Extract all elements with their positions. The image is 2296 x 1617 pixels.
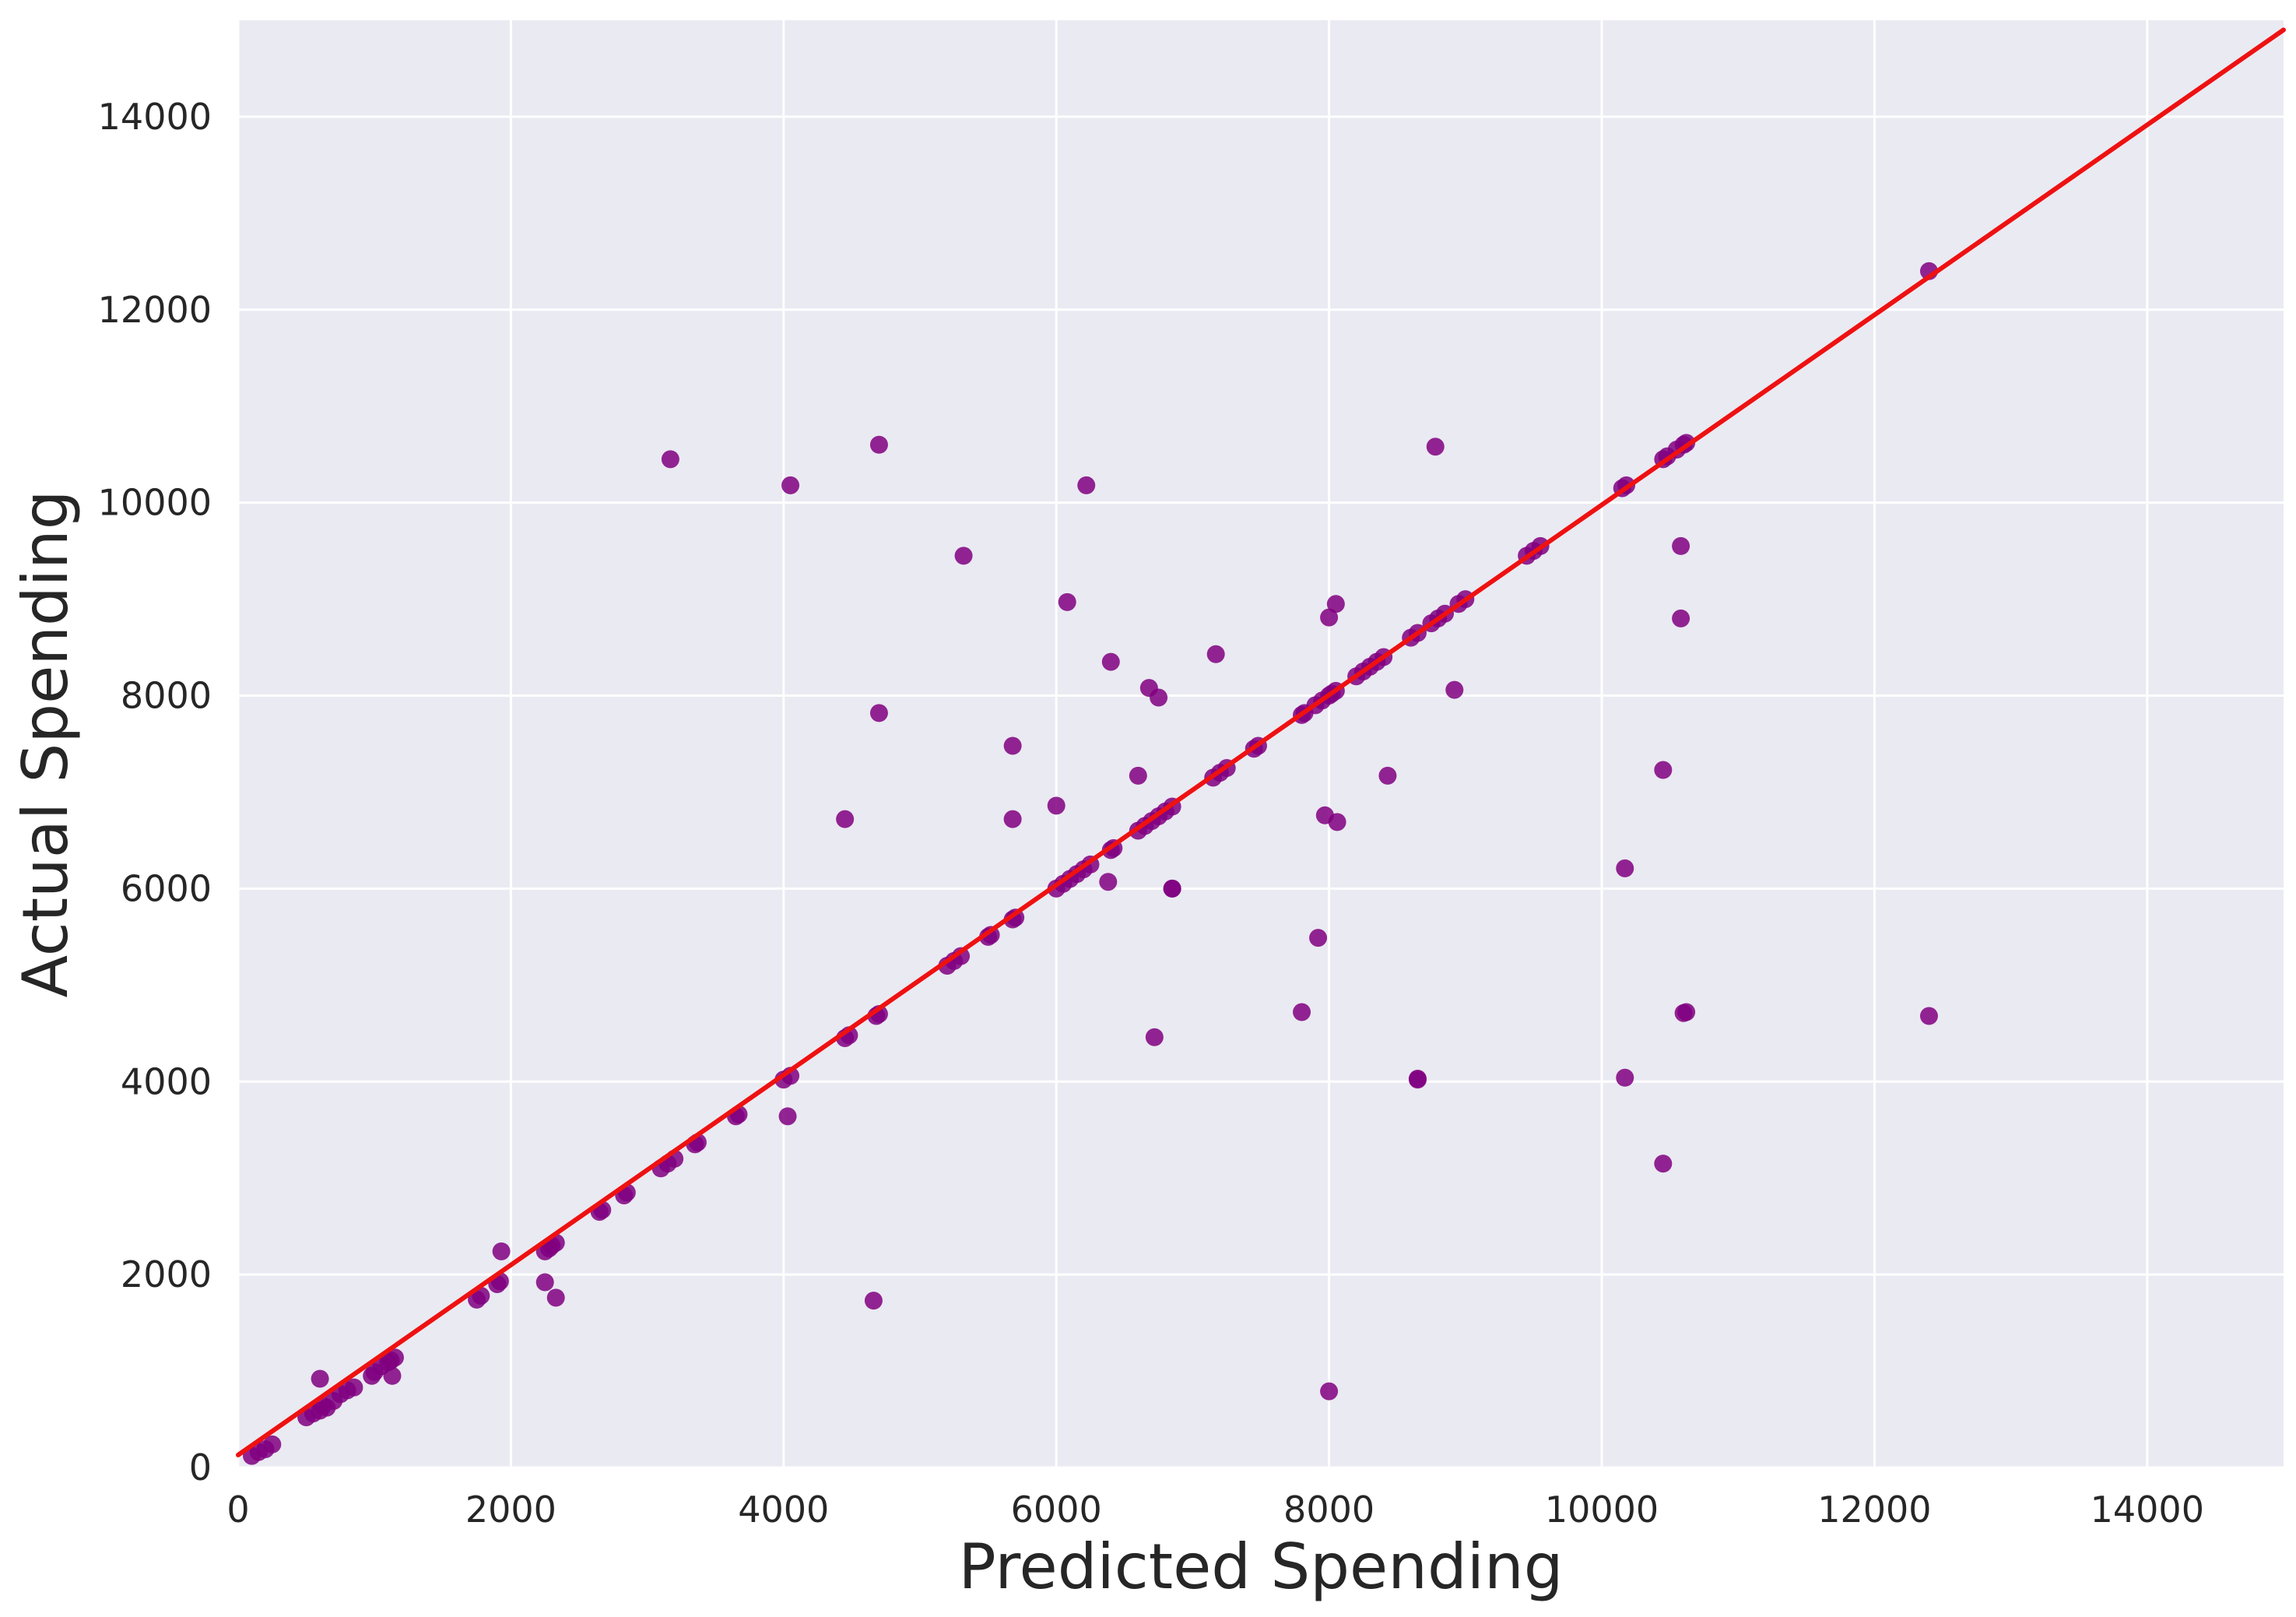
- data-point: [836, 810, 855, 828]
- x-tick-label: 0: [226, 1489, 249, 1531]
- data-point: [345, 1378, 363, 1397]
- fit-line: [236, 27, 2286, 1457]
- data-point: [1320, 608, 1339, 627]
- grid-lines: [237, 20, 2284, 1469]
- data-point: [492, 1242, 511, 1260]
- data-point: [1320, 1382, 1339, 1401]
- x-tick-label: 12000: [1817, 1489, 1931, 1531]
- data-point: [1150, 688, 1168, 707]
- data-point: [1328, 813, 1346, 831]
- x-tick-label: 4000: [738, 1489, 829, 1531]
- x-tick-labels: 0 2000 4000 6000 8000 10000 12000 14000: [226, 1489, 2204, 1531]
- x-tick-label: 10000: [1545, 1489, 1659, 1531]
- y-tick-labels: 0 2000 4000 6000 8000 10000 12000 14000: [98, 96, 212, 1489]
- y-tick-label: 2000: [121, 1253, 212, 1295]
- data-point: [1616, 1068, 1634, 1087]
- data-point: [1058, 592, 1076, 611]
- data-point: [1145, 1028, 1164, 1046]
- data-point: [661, 450, 679, 469]
- data-point: [1445, 680, 1464, 699]
- data-point: [1654, 1155, 1673, 1173]
- data-point: [1163, 879, 1181, 898]
- data-point: [385, 1348, 404, 1367]
- y-tick-label: 10000: [98, 482, 212, 524]
- data-point: [1003, 736, 1022, 755]
- data-point: [1919, 1007, 1938, 1025]
- data-point: [864, 1292, 883, 1310]
- data-point: [1293, 1003, 1311, 1021]
- x-tick-label: 6000: [1011, 1489, 1102, 1531]
- data-point: [1408, 1070, 1427, 1089]
- y-tick-label: 8000: [121, 675, 212, 717]
- y-tick-label: 6000: [121, 867, 212, 909]
- data-point: [952, 947, 971, 965]
- data-point: [1047, 796, 1065, 815]
- data-point: [1672, 609, 1690, 627]
- data-point: [1129, 766, 1147, 785]
- y-tick-label: 4000: [121, 1060, 212, 1102]
- x-axis-title: Predicted Spending: [959, 1531, 1564, 1603]
- data-point: [1426, 438, 1445, 456]
- data-point: [778, 1107, 797, 1126]
- data-point: [263, 1435, 282, 1454]
- data-point: [954, 547, 973, 565]
- data-point: [781, 476, 800, 494]
- data-point: [1309, 929, 1328, 947]
- x-tick-label: 2000: [465, 1489, 556, 1531]
- y-tick-label: 0: [189, 1447, 212, 1489]
- fit-line-layer: [236, 27, 2286, 1457]
- data-point: [1672, 536, 1690, 555]
- x-tick-label: 14000: [2091, 1489, 2204, 1531]
- data-point: [981, 926, 1000, 944]
- data-point: [1654, 761, 1673, 779]
- data-point: [869, 435, 888, 454]
- y-axis-title: Actual Spending: [9, 490, 82, 997]
- data-point: [1206, 645, 1225, 663]
- y-tick-label: 12000: [98, 289, 212, 331]
- y-tick-label: 14000: [98, 96, 212, 138]
- data-point: [383, 1366, 402, 1385]
- data-point: [1677, 1003, 1696, 1021]
- data-point: [311, 1369, 329, 1388]
- data-point: [1099, 873, 1118, 891]
- x-tick-label: 8000: [1283, 1489, 1374, 1531]
- data-point: [535, 1273, 554, 1292]
- data-point: [1003, 810, 1022, 828]
- data-point: [1101, 652, 1120, 671]
- data-point: [1077, 476, 1096, 494]
- data-point: [546, 1288, 565, 1307]
- data-point: [1616, 859, 1634, 877]
- data-point: [869, 704, 888, 722]
- data-point: [1326, 595, 1345, 613]
- data-point: [1378, 766, 1397, 785]
